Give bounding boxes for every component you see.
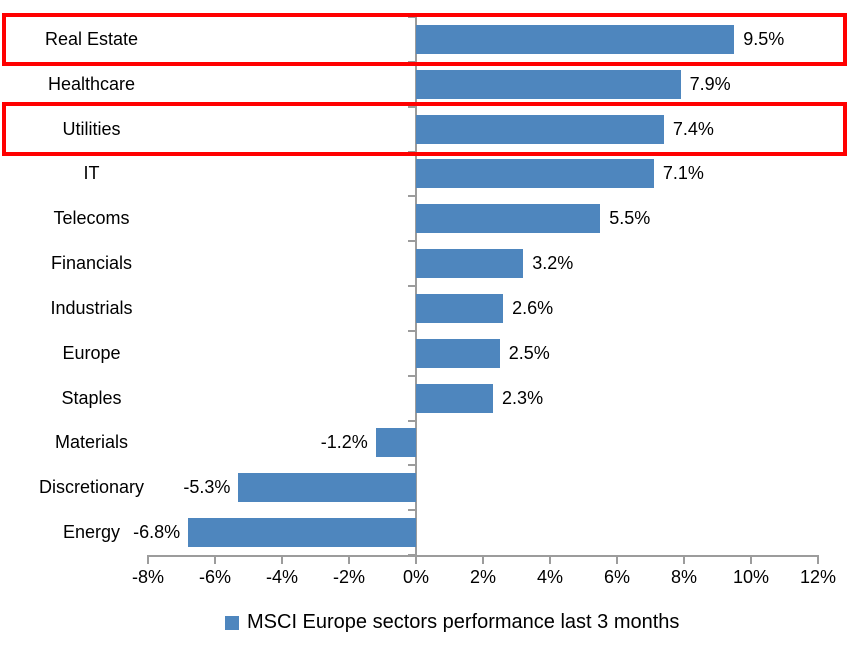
category-label-utilities: Utilities	[62, 118, 121, 139]
category-label-materials: Materials	[54, 432, 129, 453]
value-axis-tick-label: -2%	[332, 567, 365, 587]
value-label-europe: 2.5%	[508, 342, 550, 363]
value-label-healthcare: 7.9%	[689, 73, 731, 94]
value-label-real-estate: 9.5%	[743, 28, 785, 49]
value-label-discretionary: -5.3%	[183, 477, 231, 498]
value-label-staples: 2.3%	[502, 387, 544, 408]
category-axis-tick	[408, 240, 415, 243]
value-axis-tick	[549, 555, 551, 564]
bar-utilities	[416, 114, 664, 144]
category-axis-tick	[408, 150, 415, 153]
value-axis-tick	[750, 555, 752, 564]
value-label-utilities: 7.4%	[672, 118, 714, 139]
value-axis-tick	[348, 555, 350, 564]
value-axis-tick	[616, 555, 618, 564]
bar-real-estate	[416, 24, 735, 54]
value-label-materials: -1.2%	[320, 432, 368, 453]
value-axis-tick-label: 8%	[670, 567, 697, 587]
value-axis-tick	[281, 555, 283, 564]
category-axis-tick	[408, 374, 415, 377]
category-label-it: IT	[83, 163, 100, 184]
value-axis-tick-label: -6%	[198, 567, 231, 587]
bar-discretionary	[238, 473, 416, 503]
value-axis-tick	[214, 555, 216, 564]
category-label-discretionary: Discretionary	[38, 477, 145, 498]
category-axis-tick	[408, 105, 415, 108]
value-label-financials: 3.2%	[532, 253, 574, 274]
bar-it	[416, 159, 654, 189]
category-axis-tick	[408, 195, 415, 198]
value-label-industrials: 2.6%	[512, 297, 554, 318]
category-axis-tick	[408, 509, 415, 512]
category-axis	[415, 17, 417, 563]
category-axis-tick	[408, 329, 415, 332]
bar-healthcare	[416, 69, 681, 99]
bar-europe	[416, 338, 500, 368]
category-label-industrials: Industrials	[50, 297, 133, 318]
category-label-europe: Europe	[62, 342, 121, 363]
value-axis-tick-label: 2%	[469, 567, 496, 587]
category-label-financials: Financials	[50, 253, 133, 274]
category-axis-tick	[408, 419, 415, 422]
bar-financials	[416, 249, 524, 279]
value-axis-tick-label: -8%	[131, 567, 164, 587]
value-axis-tick-label: -4%	[265, 567, 298, 587]
category-axis-tick	[408, 464, 415, 467]
value-axis-tick-label: 0%	[402, 567, 429, 587]
bar-telecoms	[416, 204, 601, 234]
category-label-energy: Energy	[62, 522, 121, 543]
value-axis-tick	[415, 555, 417, 564]
value-axis-tick-label: 4%	[536, 567, 563, 587]
value-label-it: 7.1%	[662, 163, 704, 184]
category-label-real-estate: Real Estate	[44, 28, 139, 49]
value-axis-tick-label: 10%	[732, 567, 770, 587]
value-axis-tick-label: 6%	[603, 567, 630, 587]
value-axis-tick-label: 12%	[799, 567, 837, 587]
category-label-healthcare: Healthcare	[47, 73, 136, 94]
value-axis-tick	[683, 555, 685, 564]
legend-label: MSCI Europe sectors performance last 3 m…	[247, 611, 680, 633]
bar-staples	[416, 383, 494, 413]
legend-marker-icon	[225, 615, 239, 630]
category-label-telecoms: Telecoms	[53, 208, 130, 229]
value-label-telecoms: 5.5%	[609, 208, 651, 229]
category-axis-tick	[408, 60, 415, 63]
category-axis-tick	[408, 285, 415, 287]
value-axis-tick	[147, 555, 149, 564]
value-label-energy: -6.8%	[133, 522, 181, 543]
value-axis-tick	[482, 555, 484, 564]
bar-industrials	[416, 293, 504, 323]
bar-materials	[375, 428, 416, 458]
category-label-staples: Staples	[61, 387, 122, 408]
category-axis-tick	[408, 16, 415, 18]
bar-energy	[188, 518, 416, 548]
legend: MSCI Europe sectors performance last 3 m…	[225, 611, 679, 634]
value-axis-tick	[817, 555, 819, 564]
